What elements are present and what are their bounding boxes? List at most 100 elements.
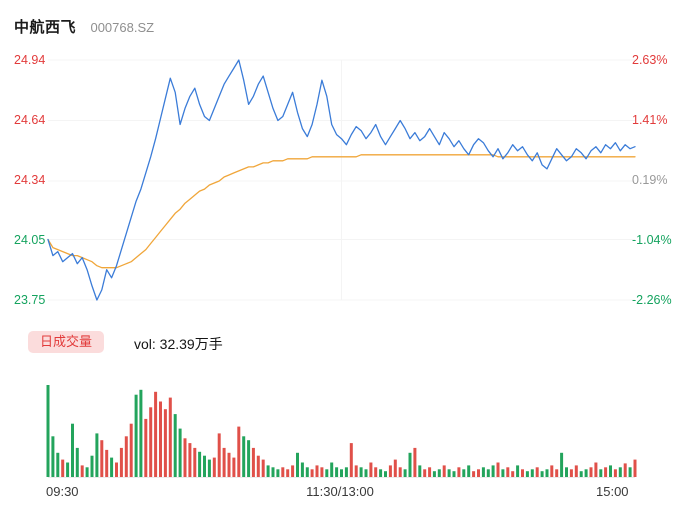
volume-bar: [486, 469, 490, 477]
volume-bar: [521, 469, 524, 477]
volume-bar: [472, 471, 476, 477]
volume-bar: [95, 433, 99, 477]
volume-bar: [623, 463, 627, 477]
volume-bar: [281, 467, 285, 477]
volume-bar: [462, 469, 466, 477]
price-axis-label-2: 24.64: [14, 113, 46, 127]
volume-bar: [154, 391, 158, 477]
volume-bar: [134, 394, 138, 477]
time-axis-midday: 11:30/13:00: [306, 484, 374, 499]
volume-bar: [633, 459, 637, 477]
volume-bar: [491, 465, 495, 477]
volume-bar: [61, 459, 65, 477]
volume-bar: [555, 469, 559, 477]
percent-axis-label-1: 2.63%: [632, 53, 668, 67]
volume-bar: [168, 397, 172, 477]
avg-line: [47, 154, 636, 269]
volume-tab-badge[interactable]: 日成交量: [28, 331, 105, 353]
volume-bar: [256, 455, 260, 477]
volume-bar: [437, 469, 441, 477]
volume-bar: [594, 462, 598, 477]
volume-bar: [207, 459, 211, 477]
stock-code: 000768.SZ: [90, 20, 155, 35]
volume-bar: [80, 465, 84, 477]
volume-bar: [379, 469, 383, 477]
volume-bar: [560, 452, 564, 477]
percent-axis-label-3: 0.19%: [632, 173, 668, 187]
volume-bar: [452, 471, 456, 477]
volume-bar: [315, 465, 319, 477]
volume-bar: [496, 462, 500, 477]
volume-bar: [569, 469, 573, 477]
volume-bar: [300, 462, 304, 477]
volume-bar: [599, 469, 603, 477]
volume-bar: [481, 467, 485, 477]
price-axis-label-1: 24.94: [14, 53, 46, 67]
volume-bar: [579, 471, 583, 477]
volume-bar: [247, 440, 251, 477]
volume-bar: [403, 469, 407, 477]
volume-bar: [550, 465, 554, 477]
volume-bar: [149, 407, 153, 477]
volume-bar: [105, 449, 109, 477]
volume-bar: [56, 452, 60, 477]
volume-bar: [124, 436, 128, 477]
volume-bar: [535, 467, 539, 477]
volume-bar: [296, 452, 299, 477]
volume-bar: [310, 469, 314, 477]
volume-bar: [286, 469, 290, 477]
volume-bar: [217, 433, 221, 477]
volume-bar: [261, 459, 265, 477]
volume-bar: [447, 469, 451, 477]
price-axis-label-3: 24.34: [14, 173, 46, 187]
percent-axis-label-5: -2.26%: [632, 293, 672, 307]
volume-bar: [369, 462, 373, 477]
volume-bar: [129, 423, 133, 477]
volume-total-label: vol: 32.39万手: [134, 336, 223, 352]
volume-bar: [335, 467, 339, 477]
volume-bar: [618, 467, 622, 477]
volume-bar: [183, 438, 187, 477]
volume-bar: [609, 465, 612, 477]
stock-name: 中航西飞: [14, 19, 77, 36]
price-axis-label-5: 23.75: [14, 293, 46, 307]
volume-bar: [271, 467, 275, 477]
volume-bar: [203, 455, 206, 477]
volume-bar: [584, 469, 588, 477]
volume-bar: [163, 409, 167, 477]
volume-bar: [330, 462, 334, 477]
volume-bar: [349, 443, 353, 477]
volume-bar: [227, 452, 231, 477]
volume-bar: [442, 465, 446, 477]
volume-bar: [613, 469, 617, 477]
volume-bar: [173, 414, 177, 477]
volume-bar: [545, 469, 549, 477]
volume-bar: [46, 385, 50, 477]
volume-bar: [477, 469, 480, 477]
volume-bar: [501, 469, 505, 477]
volume-bar: [467, 465, 471, 477]
volume-bar: [139, 389, 143, 477]
volume-bar: [393, 459, 397, 477]
volume-bar: [178, 428, 182, 477]
volume-bar: [119, 447, 123, 477]
volume-bar: [565, 467, 568, 477]
time-axis-close: 15:00: [596, 484, 629, 499]
volume-bar: [85, 467, 89, 477]
volume-bar: [251, 447, 255, 477]
volume-bar: [398, 467, 402, 477]
volume-bar: [325, 469, 329, 477]
volume-bar: [237, 426, 241, 477]
header: 中航西飞 000768.SZ: [14, 16, 154, 37]
volume-bar: [516, 465, 520, 477]
volume-bar: [374, 467, 378, 477]
volume-bar: [75, 447, 79, 477]
volume-bar: [540, 471, 544, 477]
volume-bar: [71, 423, 74, 477]
volume-bar: [144, 418, 148, 477]
volume-bar: [408, 452, 412, 477]
volume-bar: [359, 467, 363, 477]
price-axis-label-4: 24.05: [14, 233, 46, 247]
